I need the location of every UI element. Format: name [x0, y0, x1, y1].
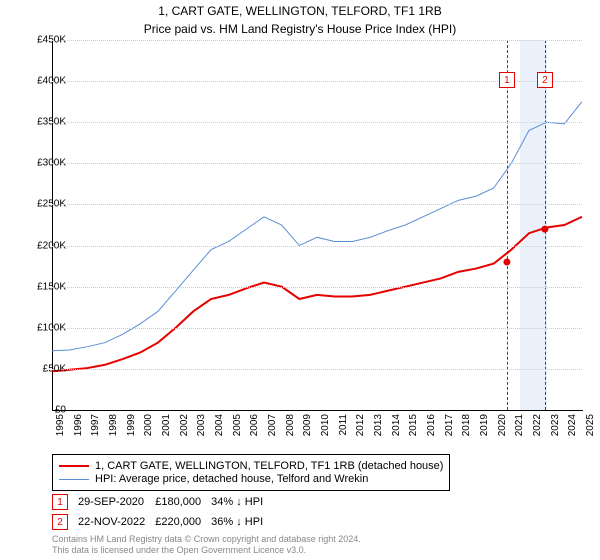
xtick-label: 2020 — [497, 414, 508, 436]
xtick-label: 2013 — [373, 414, 384, 436]
chart-container: 1, CART GATE, WELLINGTON, TELFORD, TF1 1… — [0, 0, 600, 560]
xtick-label: 1998 — [108, 414, 119, 436]
xtick-label: 2018 — [461, 414, 472, 436]
xtick-label: 2007 — [267, 414, 278, 436]
xtick-label: 2001 — [161, 414, 172, 436]
gridline — [52, 369, 582, 370]
gridline — [52, 287, 582, 288]
sale-marker-dot — [503, 259, 510, 266]
xtick-label: 2008 — [285, 414, 296, 436]
xtick-label: 2014 — [391, 414, 402, 436]
sale-marker-table: 1 29-SEP-2020 £180,000 34% ↓ HPI 2 22-NO… — [52, 492, 273, 532]
marker-badge: 2 — [52, 514, 68, 530]
xtick-label: 2011 — [338, 414, 349, 436]
marker-date: 29-SEP-2020 — [78, 492, 155, 512]
gridline — [52, 328, 582, 329]
footer-attribution: Contains HM Land Registry data © Crown c… — [52, 534, 361, 556]
marker-price: £180,000 — [155, 492, 211, 512]
table-row: 2 22-NOV-2022 £220,000 36% ↓ HPI — [52, 512, 273, 532]
xtick-label: 2017 — [444, 414, 455, 436]
gridline — [52, 40, 582, 41]
xtick-label: 2010 — [320, 414, 331, 436]
xtick-label: 2025 — [585, 414, 596, 436]
xtick-label: 2022 — [532, 414, 543, 436]
marker-date: 22-NOV-2022 — [78, 512, 155, 532]
legend-row: HPI: Average price, detached house, Telf… — [59, 473, 443, 485]
xtick-label: 2009 — [302, 414, 313, 436]
xtick-label: 2015 — [408, 414, 419, 436]
gridline — [52, 122, 582, 123]
xtick-label: 2000 — [143, 414, 154, 436]
marker-delta: 36% ↓ HPI — [211, 512, 273, 532]
chart-title-line1: 1, CART GATE, WELLINGTON, TELFORD, TF1 1… — [0, 0, 600, 20]
legend: 1, CART GATE, WELLINGTON, TELFORD, TF1 1… — [52, 454, 450, 491]
xtick-label: 1999 — [126, 414, 137, 436]
marker-badge: 1 — [52, 494, 68, 510]
xtick-label: 2021 — [514, 414, 525, 436]
legend-swatch — [59, 479, 89, 480]
xtick-label: 1995 — [55, 414, 66, 436]
legend-swatch — [59, 465, 89, 467]
series-price_paid — [52, 217, 582, 372]
legend-label: 1, CART GATE, WELLINGTON, TELFORD, TF1 1… — [95, 460, 443, 472]
legend-label: HPI: Average price, detached house, Telf… — [95, 473, 368, 485]
footer-line: This data is licensed under the Open Gov… — [52, 545, 361, 556]
chart-title-line2: Price paid vs. HM Land Registry's House … — [0, 20, 600, 38]
gridline — [52, 163, 582, 164]
gridline — [52, 246, 582, 247]
xtick-label: 2012 — [355, 414, 366, 436]
xtick-label: 2003 — [196, 414, 207, 436]
xtick-label: 2016 — [426, 414, 437, 436]
footer-line: Contains HM Land Registry data © Crown c… — [52, 534, 361, 545]
chart-lines — [52, 40, 582, 410]
xtick-label: 1997 — [90, 414, 101, 436]
xtick-label: 2005 — [232, 414, 243, 436]
gridline — [52, 204, 582, 205]
table-row: 1 29-SEP-2020 £180,000 34% ↓ HPI — [52, 492, 273, 512]
xtick-label: 2004 — [214, 414, 225, 436]
xtick-label: 2006 — [249, 414, 260, 436]
xtick-label: 2002 — [179, 414, 190, 436]
marker-badge-on-chart: 1 — [499, 72, 515, 88]
marker-badge-on-chart: 2 — [537, 72, 553, 88]
series-hpi — [52, 102, 582, 351]
xtick-label: 2023 — [550, 414, 561, 436]
marker-delta: 34% ↓ HPI — [211, 492, 273, 512]
xtick-label: 1996 — [73, 414, 84, 436]
xtick-label: 2019 — [479, 414, 490, 436]
xtick-label: 2024 — [567, 414, 578, 436]
marker-price: £220,000 — [155, 512, 211, 532]
legend-row: 1, CART GATE, WELLINGTON, TELFORD, TF1 1… — [59, 460, 443, 472]
sale-marker-dot — [541, 226, 548, 233]
